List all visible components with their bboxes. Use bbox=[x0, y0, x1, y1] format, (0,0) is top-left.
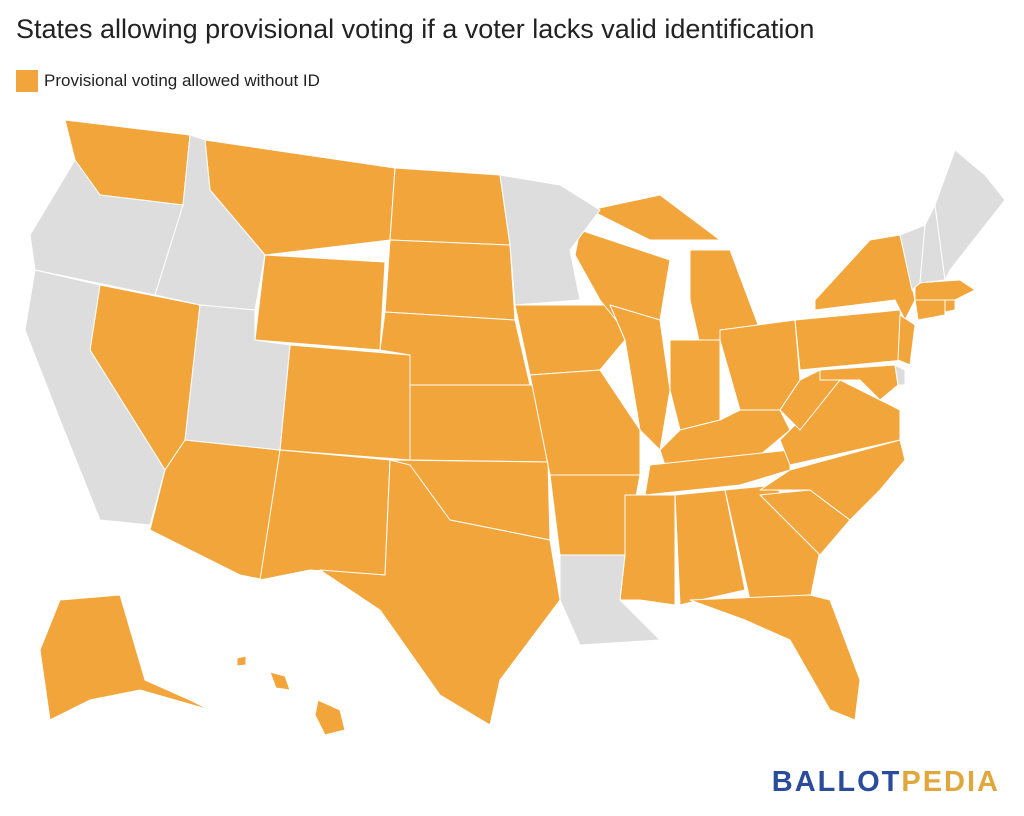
state bbox=[794, 309, 906, 371]
state bbox=[894, 364, 906, 386]
logo: BALLOTPEDIA bbox=[772, 766, 1000, 799]
state bbox=[589, 194, 721, 241]
allowed-states bbox=[39, 119, 976, 736]
state bbox=[236, 655, 247, 667]
state bbox=[934, 149, 1006, 281]
state bbox=[559, 554, 661, 646]
state bbox=[384, 239, 516, 321]
state bbox=[314, 699, 346, 736]
state bbox=[409, 384, 549, 463]
state bbox=[184, 304, 291, 451]
state bbox=[814, 234, 916, 321]
state bbox=[719, 319, 801, 411]
state bbox=[389, 167, 511, 246]
state bbox=[319, 459, 561, 726]
state bbox=[269, 671, 291, 691]
state bbox=[514, 304, 626, 376]
state bbox=[279, 344, 411, 461]
legend-label: Provisional voting allowed without ID bbox=[44, 71, 320, 90]
title: States allowing provisional voting if a … bbox=[16, 14, 815, 44]
state bbox=[529, 369, 641, 476]
other-states bbox=[24, 134, 1006, 646]
state bbox=[644, 449, 791, 496]
state bbox=[24, 269, 166, 526]
state bbox=[499, 174, 601, 306]
state bbox=[39, 594, 211, 721]
state bbox=[619, 494, 676, 606]
state bbox=[259, 449, 391, 581]
state bbox=[914, 279, 976, 301]
state bbox=[897, 314, 916, 366]
state bbox=[669, 339, 721, 431]
logo-part: PEDIA bbox=[901, 766, 1000, 798]
state bbox=[689, 594, 861, 721]
state bbox=[254, 254, 386, 351]
legend-swatch bbox=[16, 70, 38, 92]
logo-part: BALLOT bbox=[771, 766, 902, 798]
legend: Provisional voting allowed without ID bbox=[16, 70, 320, 92]
state bbox=[759, 439, 906, 521]
state bbox=[674, 489, 746, 606]
